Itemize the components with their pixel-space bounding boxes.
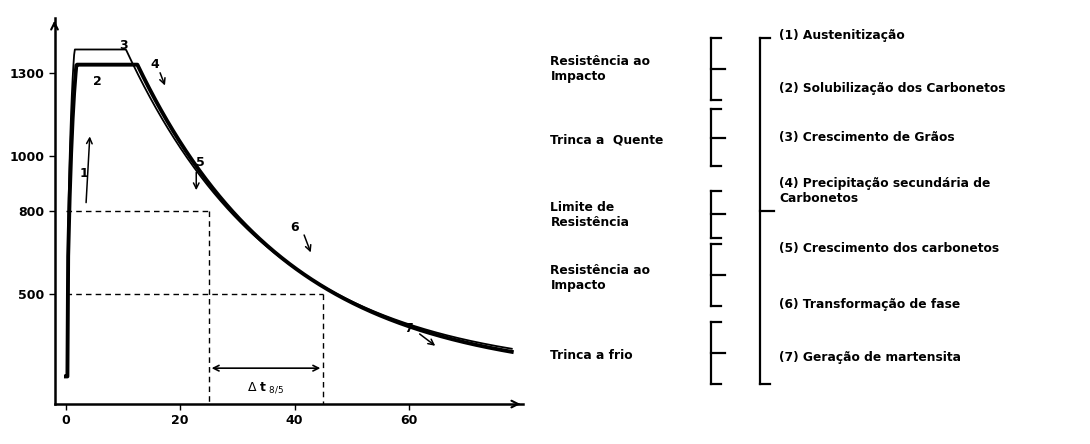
Text: (5) Crescimento dos carbonetos: (5) Crescimento dos carbonetos: [779, 242, 1000, 255]
Text: (2) Solubilização dos Carbonetos: (2) Solubilização dos Carbonetos: [779, 82, 1006, 95]
Text: 2: 2: [93, 75, 101, 88]
Text: 3: 3: [119, 39, 128, 52]
Text: Limite de
Resistência: Limite de Resistência: [550, 201, 629, 230]
Text: (1) Austenitização: (1) Austenitização: [779, 29, 905, 42]
Text: 1: 1: [80, 167, 88, 180]
Text: (6) Transformação de fase: (6) Transformação de fase: [779, 297, 960, 311]
Text: 7: 7: [404, 321, 413, 335]
Text: (3) Crescimento de Grãos: (3) Crescimento de Grãos: [779, 131, 955, 144]
Text: (7) Geração de martensita: (7) Geração de martensita: [779, 351, 961, 364]
Text: 5: 5: [196, 156, 205, 169]
Text: 6: 6: [290, 221, 299, 234]
Text: Resistência ao
Impacto: Resistência ao Impacto: [550, 263, 651, 292]
Text: 4: 4: [150, 58, 159, 71]
Text: (4) Precipitação secundária de
Carbonetos: (4) Precipitação secundária de Carboneto…: [779, 177, 991, 205]
Text: Resistência ao
Impacto: Resistência ao Impacto: [550, 55, 651, 83]
Text: $\Delta$ t$_{\ 8/5}$: $\Delta$ t$_{\ 8/5}$: [247, 381, 284, 395]
Text: Trinca a  Quente: Trinca a Quente: [550, 133, 664, 147]
Text: Trinca a frio: Trinca a frio: [550, 349, 633, 362]
